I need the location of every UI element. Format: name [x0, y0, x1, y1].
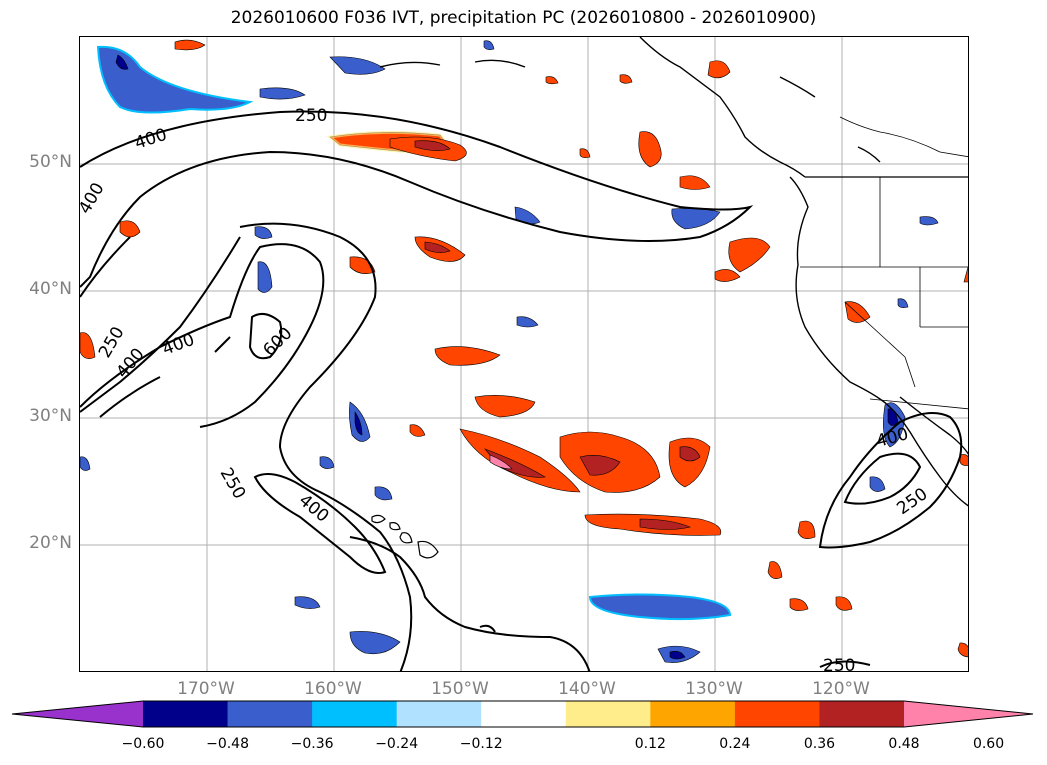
colorbar-segment: [565, 701, 651, 727]
hawaii-islands: [371, 514, 439, 559]
contour-label: 400: [160, 330, 197, 360]
negative-precip-patches: [80, 40, 939, 663]
positive-precip-patches: [80, 39, 968, 658]
colorbar: [11, 700, 1034, 728]
lat-label: 30°N: [29, 406, 72, 426]
gridlines: [80, 37, 968, 671]
colorbar-tick-label: 0.60: [972, 736, 1005, 752]
colorbar-segment: [227, 701, 313, 727]
lat-label: 50°N: [29, 152, 72, 172]
colorbar-tick-label: −0.48: [206, 736, 249, 752]
contour-label: 250: [823, 656, 855, 672]
colorbar-segment: [819, 701, 905, 727]
colorbar-segment: [481, 701, 567, 727]
contour-label: 250: [216, 465, 250, 503]
colorbar-segment: [143, 701, 229, 727]
lon-label: 150°W: [431, 679, 489, 699]
map-panel: 250 400 400 250 400 400 600 250 400 400 …: [79, 36, 969, 672]
colorbar-segment: [312, 701, 398, 727]
lat-label: 20°N: [29, 533, 72, 553]
lon-label: 130°W: [685, 679, 743, 699]
colorbar-tick-label: −0.36: [290, 736, 334, 752]
colorbar-segment: [734, 701, 820, 727]
contour-label: 600: [259, 323, 296, 360]
colorbar-segments: [12, 701, 1033, 727]
lon-label: 160°W: [304, 679, 362, 699]
contour-label: 400: [80, 179, 109, 217]
colorbar-tick-label: −0.24: [375, 736, 419, 752]
contour-label: 250: [295, 106, 327, 126]
contour-label: 250: [893, 484, 931, 519]
colorbar-tick-label: 0.12: [634, 736, 666, 752]
colorbar-segment: [396, 701, 482, 727]
contour-label-group: 250 400 400 250 400 400 600 250 400 400 …: [80, 106, 931, 672]
colorbar-tick-label: 0.36: [803, 736, 836, 752]
colorbar-extend-min: [12, 701, 143, 727]
colorbar-segment: [650, 701, 736, 727]
contour-label: 400: [874, 424, 911, 452]
colorbar-tick-label: −0.60: [121, 736, 165, 752]
colorbar-tick-label: 0.48: [888, 736, 920, 752]
colorbar-tick-label: −0.12: [459, 736, 503, 752]
map-canvas: 250 400 400 250 400 400 600 250 400 400 …: [80, 37, 968, 672]
ivt-contours: [80, 110, 963, 671]
contour-label: 400: [132, 125, 169, 154]
state-borders: [800, 116, 968, 410]
colorbar-tick-label: 0.24: [719, 736, 751, 752]
lon-label: 140°W: [558, 679, 616, 699]
lat-label: 40°N: [29, 279, 72, 299]
colorbar-extend-max: [904, 701, 1033, 727]
lon-label: 170°W: [177, 679, 235, 699]
lon-label: 120°W: [812, 679, 870, 699]
map-title: 2026010600 F036 IVT, precipitation PC (2…: [230, 8, 817, 28]
